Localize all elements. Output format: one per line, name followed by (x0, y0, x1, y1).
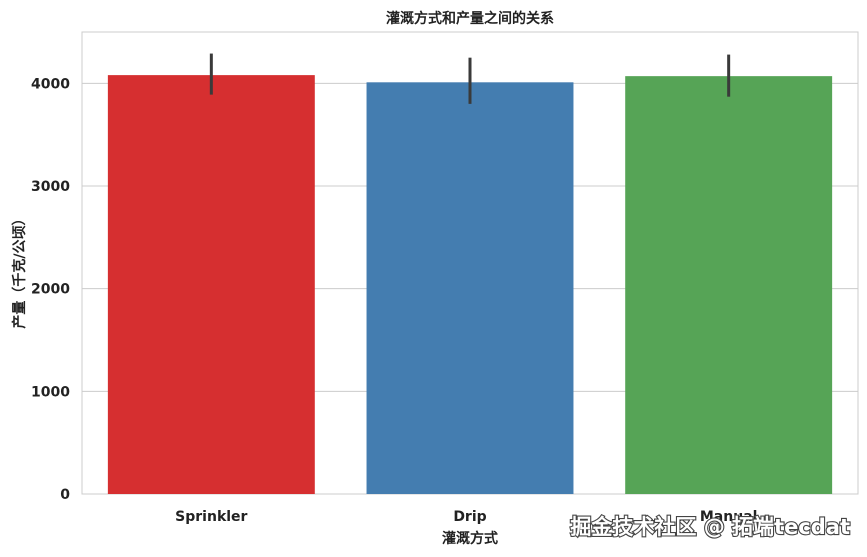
error-bars (209, 53, 731, 104)
bar-series (107, 75, 833, 495)
y-tick-label: 0 (60, 487, 70, 503)
x-axis-label: 灌溉方式 (442, 530, 498, 547)
x-tick-label: Sprinkler (175, 509, 247, 525)
x-tick-label: Manual (700, 509, 758, 525)
y-tick-label: 3000 (31, 179, 70, 195)
x-tick-label: Drip (453, 509, 486, 525)
y-axis-label: 产量（千克/公顷） (11, 211, 28, 328)
watermark: 掘金技术社区 @ 拓端tecdat (570, 515, 850, 539)
y-axis-ticks: 0 1000 2000 3000 4000 (31, 76, 70, 503)
chart-title: 灌溉方式和产量之间的关系 (386, 10, 554, 27)
bar-drip (366, 82, 574, 494)
x-axis-ticks: Sprinkler Drip Manual (175, 509, 757, 525)
y-tick-label: 4000 (31, 76, 70, 92)
y-tick-label: 1000 (31, 384, 70, 400)
y-tick-label: 2000 (31, 282, 70, 298)
bar-sprinkler (107, 75, 315, 495)
bar-manual (625, 76, 833, 494)
